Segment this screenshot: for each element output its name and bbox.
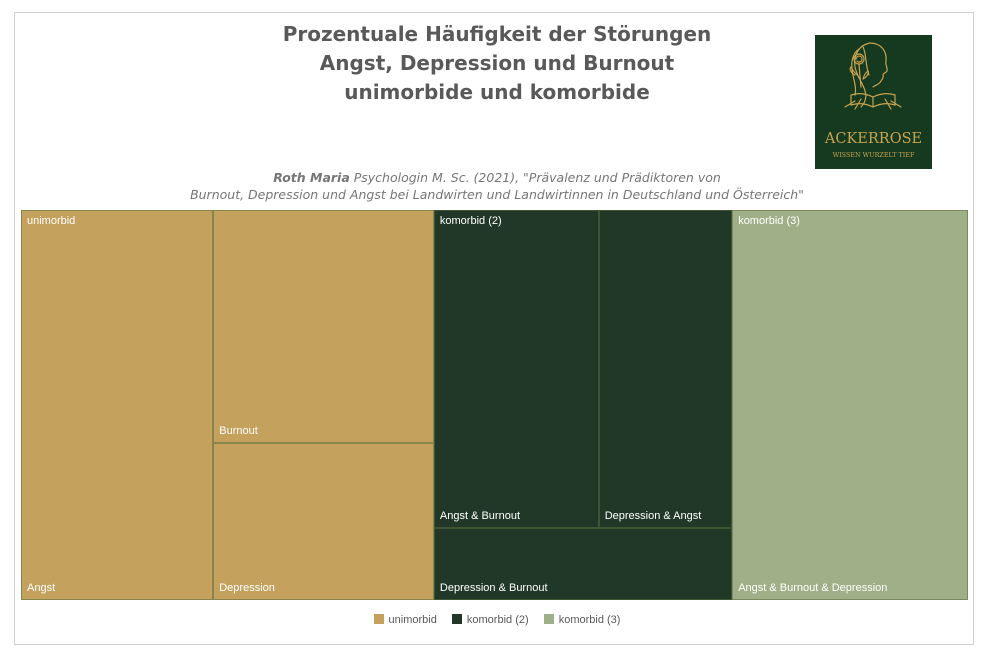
chart-title-line-2: Angst, Depression und Burnout [319, 51, 675, 75]
logo-tagline: WISSEN WURZELT TIEF [833, 151, 915, 159]
subtitle-author: Roth Maria [273, 170, 350, 185]
treemap-tile-angst: Angst [21, 210, 214, 600]
tile-label: Burnout [219, 424, 258, 437]
legend-item-unimorbid: unimorbid [373, 614, 437, 626]
chart-title-line-3: unimorbide und komorbide [344, 80, 650, 104]
treemap-tile-depression: Depression [213, 442, 434, 600]
chart-legend: unimorbid komorbid (2) komorbid (3) [0, 614, 994, 626]
legend-item-komorbid-2: komorbid (2) [451, 614, 529, 626]
legend-swatch-komorbid-2 [451, 614, 462, 624]
tile-label: Angst & Burnout & Depression [738, 582, 888, 594]
group-label-komorbid-3: komorbid (3) [738, 215, 800, 227]
tile-label: Depression [219, 581, 275, 594]
group-label-unimorbid: unimorbid [27, 215, 76, 227]
tile-label: Angst [27, 582, 56, 594]
treemap-plot-area: Angst Burnout Depression unimorbid Angst & B… [21, 210, 968, 600]
subtitle-source: Psychologin M. Sc. (2021), "Prävalenz un… [349, 170, 721, 185]
treemap-tile-depression-and-angst: Depression & Angst [598, 210, 733, 529]
tile-label: Depression & Burnout [439, 581, 548, 594]
treemap-tile-angst-and-burnout-and-depression: Angst & Burnout & Depression [732, 210, 968, 600]
tile-label: Angst & Burnout [439, 510, 520, 523]
legend-label-komorbid-2: komorbid (2) [466, 614, 529, 626]
legend-swatch-unimorbid [373, 614, 384, 624]
treemap-tile-burnout: Burnout [213, 210, 434, 443]
legend-label-unimorbid: unimorbid [388, 614, 437, 626]
woman-profile-rose-book-icon: ACKERROSE WISSEN WURZELT TIEF [824, 42, 922, 159]
treemap-tile-depression-and-burnout: Depression & Burnout [433, 528, 733, 600]
treemap-tile-angst-and-burnout: Angst & Burnout [433, 210, 599, 529]
legend-swatch-komorbid-3 [543, 614, 554, 624]
chart-subtitle-line-1: Roth Maria Psychologin M. Sc. (2021), "P… [0, 169, 994, 186]
legend-label-komorbid-3: komorbid (3) [558, 614, 621, 626]
tile-label: Depression & Angst [604, 510, 702, 523]
logo-wordmark: ACKERROSE [824, 131, 922, 147]
legend-item-komorbid-3: komorbid (3) [543, 614, 621, 626]
chart-subtitle-line-2: Burnout, Depression und Angst bei Landwi… [190, 187, 804, 202]
chart-title-line-1: Prozentuale Häufigkeit der Störungen [282, 22, 712, 46]
ackerrose-logo: ACKERROSE WISSEN WURZELT TIEF [815, 35, 932, 169]
group-label-komorbid-2: komorbid (2) [439, 215, 502, 227]
